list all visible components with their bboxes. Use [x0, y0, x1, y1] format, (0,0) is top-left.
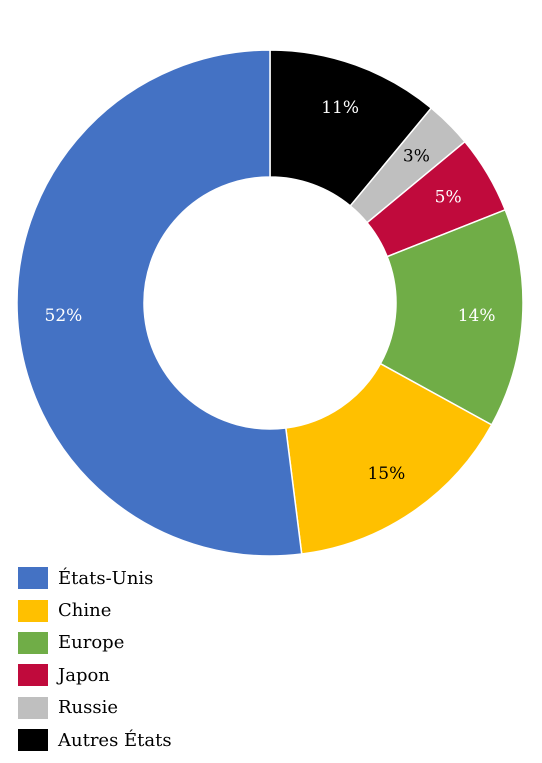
- data-label-europe: 14%: [458, 306, 496, 326]
- legend-label-etats-unis: États-Unis: [58, 567, 154, 589]
- legend: États-Unis Chine Europe Japon Russie Aut…: [18, 562, 172, 756]
- legend-label-europe: Europe: [58, 632, 125, 654]
- legend-item-japon: Japon: [18, 659, 172, 691]
- legend-swatch-russie: [18, 696, 48, 719]
- legend-item-russie: Russie: [18, 692, 172, 724]
- data-label-chine: 15%: [367, 464, 405, 484]
- data-label-japon: 5%: [435, 188, 462, 208]
- slice-europe: [379, 208, 524, 426]
- legend-swatch-europe: [18, 631, 48, 654]
- slice-chine: [284, 362, 493, 555]
- data-label-russie: 3%: [403, 147, 430, 167]
- legend-label-autres-etats: Autres États: [58, 729, 172, 751]
- legend-item-europe: Europe: [18, 627, 172, 659]
- legend-label-japon: Japon: [58, 664, 110, 686]
- data-label-etats-unis: 52%: [45, 306, 83, 326]
- data-label-autres-etats: 11%: [321, 98, 359, 118]
- legend-item-etats-unis: États-Unis: [18, 562, 172, 594]
- legend-item-chine: Chine: [18, 594, 172, 626]
- legend-swatch-etats-unis: [18, 567, 48, 590]
- legend-label-chine: Chine: [58, 600, 112, 622]
- legend-item-autres-etats: Autres États: [18, 724, 172, 756]
- legend-swatch-autres-etats: [18, 729, 48, 752]
- slice-etats-unis: [16, 49, 303, 557]
- legend-swatch-japon: [18, 664, 48, 687]
- donut-chart: 11% 3% 5% 14% 15% 52%: [16, 49, 524, 557]
- legend-swatch-chine: [18, 599, 48, 622]
- legend-label-russie: Russie: [58, 697, 119, 719]
